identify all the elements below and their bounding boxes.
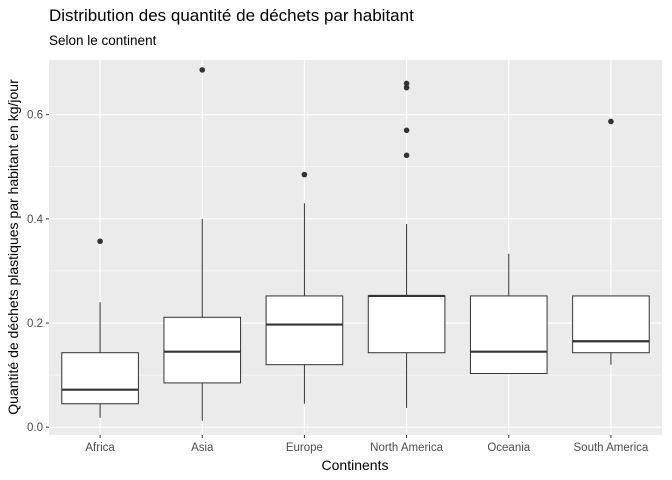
outlier-point — [608, 118, 614, 125]
x-tick-label: Africa — [85, 442, 115, 454]
x-axis-title: Continents — [322, 457, 389, 473]
box-oceania — [469, 253, 548, 375]
outlier-point — [403, 127, 410, 134]
box-south-america — [572, 118, 650, 365]
boxes — [61, 67, 650, 421]
outlier-point — [301, 171, 308, 178]
x-tick-label: Oceania — [487, 442, 530, 454]
box-iqr — [367, 295, 446, 354]
box-asia — [163, 67, 242, 421]
plot-panel — [49, 60, 662, 435]
y-tick-label: 0.4 — [27, 214, 44, 226]
y-tick-label: 0.2 — [27, 318, 43, 330]
x-tick-label: Asia — [191, 442, 214, 454]
box-iqr — [469, 295, 548, 375]
outlier-point — [403, 80, 410, 87]
chart-title: Distribution des quantité de déchets par… — [49, 6, 414, 25]
box-iqr — [265, 295, 344, 366]
x-tick-label: North America — [370, 442, 443, 454]
outlier-point — [403, 152, 410, 159]
box-north-america — [367, 80, 446, 408]
box-iqr — [572, 295, 650, 354]
outlier-point — [403, 84, 410, 91]
box-europe — [265, 171, 344, 404]
y-tick-label: 0.6 — [27, 110, 43, 122]
box-iqr — [61, 352, 139, 405]
outlier-point — [199, 67, 206, 73]
axes: 0.0 0.2 0.4 0.6 Africa Asia Europe North Americ… — [27, 110, 649, 454]
chart-subtitle: Selon le continent — [49, 33, 157, 48]
box-iqr — [163, 316, 242, 384]
x-tick-label: Europe — [286, 442, 323, 454]
outlier-point — [97, 238, 103, 245]
y-axis-title: Quantité de déchets plastiques par habit… — [5, 79, 21, 415]
y-tick-label: 0.0 — [27, 422, 43, 434]
x-tick-label: South America — [574, 442, 649, 454]
box-africa — [61, 238, 139, 418]
